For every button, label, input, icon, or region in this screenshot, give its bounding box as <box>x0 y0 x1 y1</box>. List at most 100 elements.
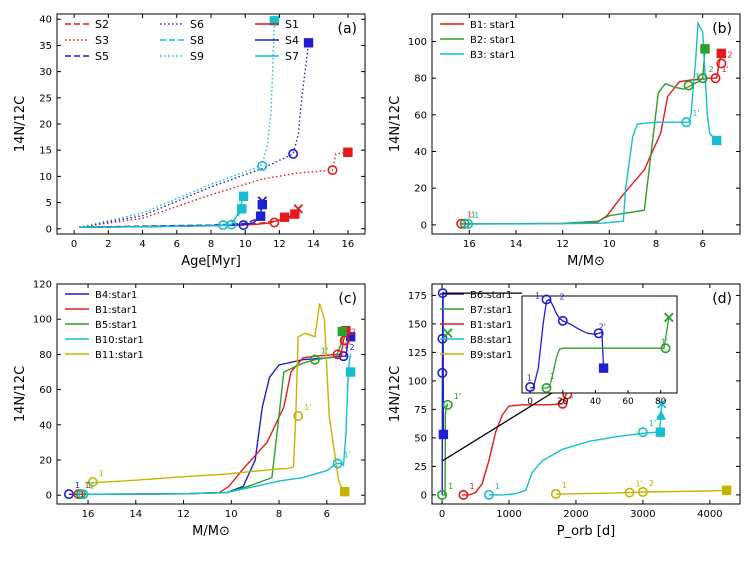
data-marker <box>327 165 338 176</box>
data-marker <box>459 218 470 229</box>
data-marker <box>442 328 453 338</box>
data-marker <box>681 117 692 128</box>
x-tick-label: 10 <box>603 239 616 250</box>
legend-label: B10:star1 <box>95 335 144 346</box>
y-tick-label: 5 <box>46 198 52 209</box>
inset-frame <box>521 295 678 394</box>
y-tick-label: 80 <box>39 350 52 361</box>
data-marker <box>655 427 666 437</box>
legend-label: B2: star1 <box>470 35 516 46</box>
x-tick-label: 14 <box>129 509 142 520</box>
chart-panel-4: 0 1000 2000 3000 4000 0 25 50 75 100 125 150 175 P_or… <box>388 283 741 539</box>
data-marker <box>78 489 89 500</box>
series-line <box>441 291 445 495</box>
legend-label: B5:star1 <box>95 320 137 331</box>
series-line <box>462 388 570 496</box>
y-tick-label: 80 <box>414 74 427 85</box>
data-marker <box>279 212 290 222</box>
x-tick-label: 2000 <box>563 509 588 520</box>
y-tick-label: 60 <box>414 110 427 121</box>
data-marker <box>293 204 304 214</box>
marker-label: 2 <box>709 65 714 74</box>
y-tick-label: 40 <box>414 147 427 158</box>
data-marker <box>456 218 467 229</box>
data-marker <box>458 489 469 500</box>
inset-marker <box>541 294 552 305</box>
y-tick-label: 0 <box>421 490 427 501</box>
inset-x-tick-label: 60 <box>622 397 634 407</box>
x-tick-label: 10 <box>225 509 238 520</box>
x-tick-label: 6 <box>699 239 705 250</box>
y-axis-label: 14N/12C <box>388 366 403 422</box>
data-marker <box>257 160 268 171</box>
inset-series-line <box>541 317 670 389</box>
y-tick-label: 100 <box>33 315 52 326</box>
legend-label: S1 <box>285 18 299 31</box>
data-marker <box>237 204 247 214</box>
data-marker <box>269 16 280 26</box>
marker-label: 1 <box>75 481 80 490</box>
marker-label: 1 <box>84 481 89 490</box>
data-marker <box>716 58 727 69</box>
x-axis-label: M/M⊙ <box>567 254 605 269</box>
series-group <box>456 20 727 229</box>
y-tick-label: 25 <box>39 93 52 104</box>
marker-label: 1 <box>562 481 567 490</box>
chart-panel-2: 16 14 12 10 8 6020406080100M/M⊙14N/12C(b)11'2… <box>388 13 741 269</box>
legend-label: S6 <box>190 18 204 31</box>
legend-label: B1:star1 <box>95 305 137 316</box>
marker-label: 1 <box>467 211 472 220</box>
x-tick-label: 16 <box>342 239 355 250</box>
y-axis-label: 14N/12C <box>13 366 28 422</box>
marker-label: 1 <box>474 211 479 220</box>
inset-marker <box>664 312 674 323</box>
data-marker <box>624 487 635 498</box>
x-tick-label: 16 <box>463 239 476 250</box>
data-marker <box>550 488 561 499</box>
legend: B4:star1 B1:star1 B5:star1 B10:star1 B11:sta… <box>65 290 144 361</box>
y-tick-label: 25 <box>414 462 427 473</box>
x-tick-label: 14 <box>307 239 320 250</box>
x-tick-label: 0 <box>439 509 445 520</box>
y-tick-label: 35 <box>39 41 52 52</box>
data-marker <box>255 211 266 221</box>
plot-frame <box>431 13 741 235</box>
y-tick-label: 75 <box>414 405 427 416</box>
inset-marker <box>598 363 609 373</box>
data-marker <box>697 73 708 84</box>
series-line <box>79 204 263 228</box>
x-tick-label: 10 <box>239 239 252 250</box>
inset-x-tick-label: 0 <box>527 397 533 407</box>
chart-panel-3: 16 14 12 10 8 6020406080100120M/M⊙14N/12C(c)1… <box>13 280 366 539</box>
data-marker <box>442 399 453 410</box>
data-marker <box>269 217 280 228</box>
data-marker <box>309 354 320 365</box>
x-tick-label: 12 <box>556 239 569 250</box>
y-tick-label: 50 <box>414 433 427 444</box>
y-tick-label: 15 <box>39 146 52 157</box>
panel-label: (d) <box>712 291 732 307</box>
panel-label: (b) <box>712 21 732 37</box>
y-tick-label: 120 <box>33 280 52 291</box>
y-tick-label: 10 <box>39 172 52 183</box>
data-marker <box>345 367 356 377</box>
y-tick-label: 175 <box>408 291 427 302</box>
data-marker <box>637 487 648 498</box>
data-marker <box>288 148 299 159</box>
y-tick-label: 40 <box>39 420 52 431</box>
y-tick-label: 100 <box>408 37 427 48</box>
y-tick-label: 0 <box>46 224 52 235</box>
plot-frame <box>56 13 366 235</box>
y-tick-label: 125 <box>408 348 427 359</box>
legend-label: S7 <box>285 50 299 63</box>
legend-label: B7:star1 <box>470 305 512 316</box>
marker-label: 2 <box>351 327 356 336</box>
legend-label: B6:star1 <box>470 290 512 301</box>
inset-marker <box>557 315 568 326</box>
x-axis-label: Age[Myr] <box>181 254 241 269</box>
y-tick-label: 20 <box>39 456 52 467</box>
data-marker <box>700 44 710 54</box>
legend: B6:star1 B7:star1 B1:star1 B8:star1 B9:star1 <box>440 290 512 361</box>
inset-x-tick-label: 20 <box>557 397 569 407</box>
legend: B1: star1 B2: star1 B3: star1 <box>440 20 516 61</box>
